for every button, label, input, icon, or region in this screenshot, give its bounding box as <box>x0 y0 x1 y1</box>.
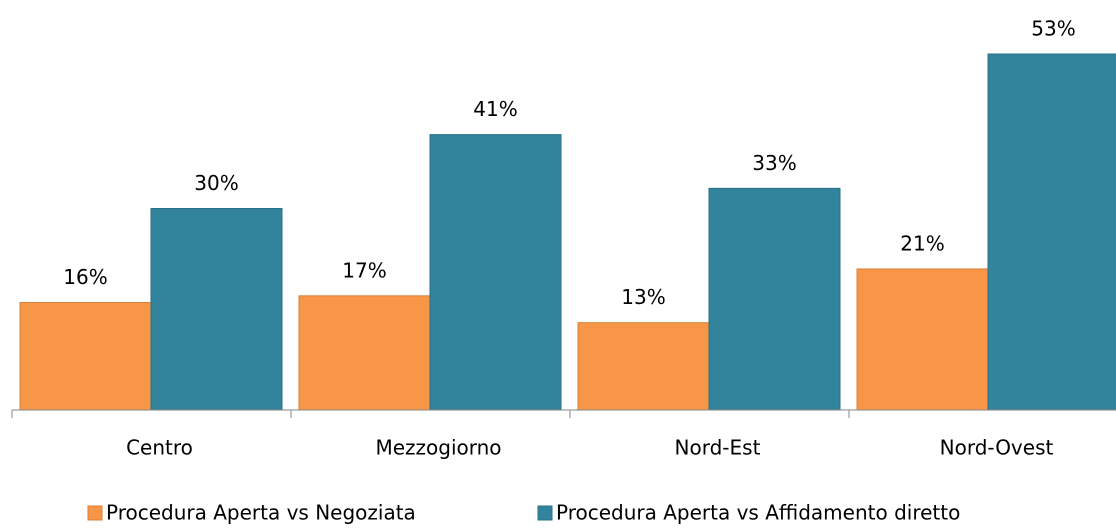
value-label: 13% <box>621 285 665 309</box>
value-label: 53% <box>1031 17 1075 41</box>
x-tick-label: Nord-Ovest <box>940 436 1054 460</box>
bar <box>987 53 1116 411</box>
x-tick-label: Centro <box>126 436 193 460</box>
legend-label: Procedura Aperta vs Affidamento diretto <box>556 501 960 525</box>
legend-swatch <box>87 505 103 521</box>
bar <box>429 134 562 411</box>
bar <box>708 187 841 411</box>
value-label: 16% <box>63 265 107 289</box>
value-label: 41% <box>473 97 517 121</box>
bar <box>19 302 152 411</box>
x-tick-label: Nord-Est <box>675 436 761 460</box>
x-tick-label: Mezzogiorno <box>375 436 501 460</box>
bar <box>298 295 431 411</box>
value-label: 21% <box>900 231 944 255</box>
value-label: 17% <box>342 258 386 282</box>
legend-label: Procedura Aperta vs Negoziata <box>106 501 416 525</box>
bar <box>856 268 989 411</box>
value-label: 33% <box>752 151 796 175</box>
bar <box>577 322 710 411</box>
value-label: 30% <box>194 171 238 195</box>
bar <box>150 207 283 411</box>
legend-swatch <box>537 505 553 521</box>
